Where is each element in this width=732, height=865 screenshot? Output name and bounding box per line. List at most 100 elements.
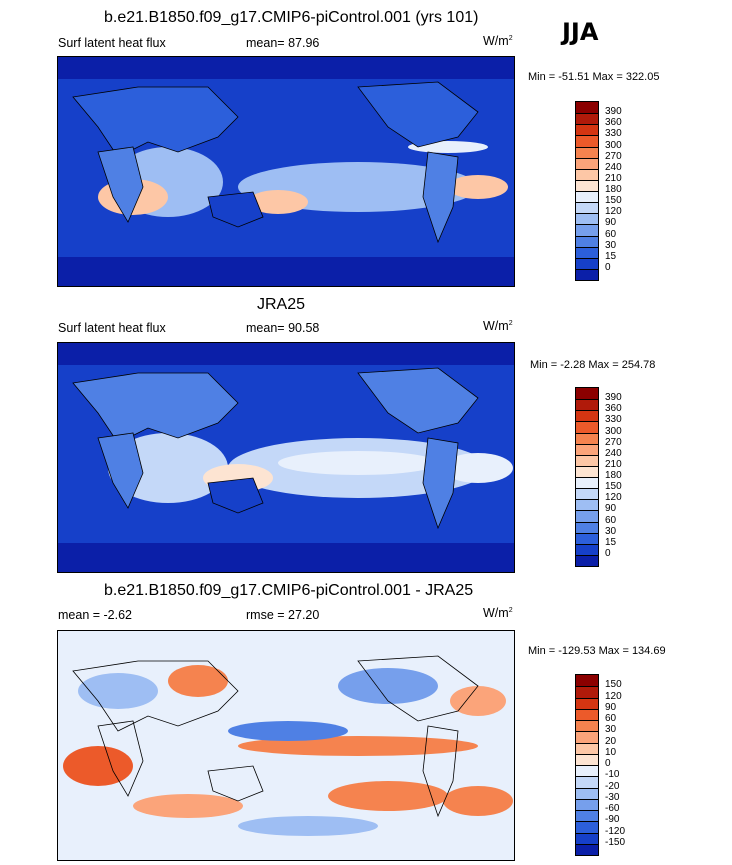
australia-outline [207, 765, 264, 802]
season-label: JJA [562, 18, 599, 46]
diff-pos-4 [328, 781, 448, 811]
panel1-units-sup: 2 [508, 34, 513, 42]
south-america-land [422, 151, 459, 244]
colorbar-tick-label: 240 [605, 161, 622, 173]
colorbar-tick-label: 30 [605, 724, 617, 736]
australia-land [207, 477, 264, 514]
colorbar-tick-label: -10 [605, 769, 620, 781]
panel2-colorbar-box [575, 387, 599, 567]
atlantic-high [448, 175, 508, 199]
north-america-land [357, 81, 479, 148]
colorbar-tick-label: 90 [605, 217, 617, 229]
north-america-outline [357, 655, 479, 722]
colorbar-swatch [576, 410, 598, 422]
colorbar-tick-label: 90 [605, 503, 617, 515]
africa-land [97, 432, 144, 509]
colorbar-swatch [576, 708, 598, 720]
colorbar-swatch [576, 742, 598, 754]
colorbar-swatch [576, 543, 598, 555]
panel2-units-text: W/m [483, 319, 509, 333]
colorbar-swatch [576, 753, 598, 765]
colorbar-tick-label: -90 [605, 814, 620, 826]
colorbar-tick-label: -20 [605, 780, 620, 792]
colorbar-tick-label: 120 [605, 690, 622, 702]
panel2-units: W/m2 [483, 319, 513, 333]
eurasia-land [72, 372, 239, 444]
panel2-mean: mean= 90.58 [246, 321, 319, 335]
colorbar-swatch [576, 102, 598, 114]
colorbar-tick-label: 0 [605, 758, 611, 769]
panel2-title: JRA25 [257, 296, 306, 313]
colorbar-swatch [576, 432, 598, 444]
colorbar-tick-label: 300 [605, 139, 622, 151]
panel2-map [57, 342, 515, 573]
colorbar-swatch [576, 213, 598, 225]
colorbar-swatch [576, 821, 598, 833]
colorbar-tick-label: 330 [605, 128, 622, 140]
panel1-colorbar-box [575, 101, 599, 281]
australia-land [207, 191, 264, 228]
colorbar-swatch [576, 832, 598, 844]
diff-pos-5 [133, 794, 243, 818]
colorbar-tick-label: 150 [605, 481, 622, 493]
colorbar-swatch [576, 731, 598, 743]
panel3-mean: mean = -2.62 [58, 608, 133, 622]
colorbar-tick-label: 0 [605, 547, 611, 559]
colorbar-tick-label: 90 [605, 701, 617, 713]
diff-neg-3 [228, 721, 348, 741]
colorbar-swatch [576, 202, 598, 214]
diff-neg-1 [78, 673, 158, 709]
colorbar-tick-label: 330 [605, 414, 622, 426]
antarctic-band [58, 257, 514, 286]
colorbar-tick-label: -30 [605, 791, 620, 803]
colorbar-swatch [576, 146, 598, 158]
colorbar-swatch [576, 477, 598, 489]
colorbar-swatch [576, 810, 598, 822]
panel1-variable: Surf latent heat flux [58, 36, 166, 50]
colorbar-swatch [576, 168, 598, 180]
south-america-land [422, 437, 459, 530]
colorbar-swatch [576, 499, 598, 511]
colorbar-swatch [576, 720, 598, 732]
colorbar-swatch [576, 798, 598, 810]
colorbar-swatch [576, 179, 598, 191]
colorbar-tick-label: -150 [605, 836, 626, 848]
colorbar-swatch [576, 268, 598, 280]
colorbar-swatch [576, 510, 598, 522]
colorbar-swatch [576, 124, 598, 136]
colorbar-swatch [576, 246, 598, 258]
panel3-units: W/m2 [483, 606, 513, 620]
panel3-minmax: Min = -129.53 Max = 134.69 [528, 645, 666, 657]
colorbar-tick-label: 210 [605, 458, 622, 470]
arctic-band [58, 57, 514, 79]
colorbar-tick-label: 15 [605, 250, 617, 262]
panel2-minmax: Min = -2.28 Max = 254.78 [530, 359, 656, 371]
colorbar-tick-label: 360 [605, 403, 622, 415]
colorbar-swatch [576, 454, 598, 466]
colorbar-tick-label: 180 [605, 184, 622, 195]
atlantic-high [443, 453, 513, 483]
colorbar-tick-label: 210 [605, 172, 622, 184]
colorbar-tick-label: 300 [605, 425, 622, 437]
colorbar-swatch [576, 443, 598, 455]
diff-pos-6 [443, 786, 513, 816]
panel1-units-text: W/m [483, 34, 509, 48]
colorbar-swatch [576, 191, 598, 203]
eurasia-africa-land [72, 86, 239, 158]
south-america-outline [422, 725, 459, 818]
panel2-map-svg [58, 343, 514, 572]
colorbar-tick-label: 120 [605, 492, 622, 504]
diff-pos-3 [63, 746, 133, 786]
diff-neg-2 [338, 668, 438, 704]
arctic-band [58, 343, 514, 365]
colorbar-tick-label: 390 [605, 392, 622, 404]
colorbar-swatch [576, 765, 598, 777]
colorbar-tick-label: 390 [605, 106, 622, 118]
colorbar-tick-label: 60 [605, 713, 617, 724]
panel2-units-sup: 2 [508, 319, 513, 327]
eurasia-outline [72, 660, 239, 732]
colorbar-tick-label: 60 [605, 228, 617, 240]
colorbar-tick-label: 0 [605, 261, 611, 273]
panel1-minmax: Min = -51.51 Max = 322.05 [528, 71, 660, 83]
panel1-mean-label: mean= [246, 36, 285, 50]
